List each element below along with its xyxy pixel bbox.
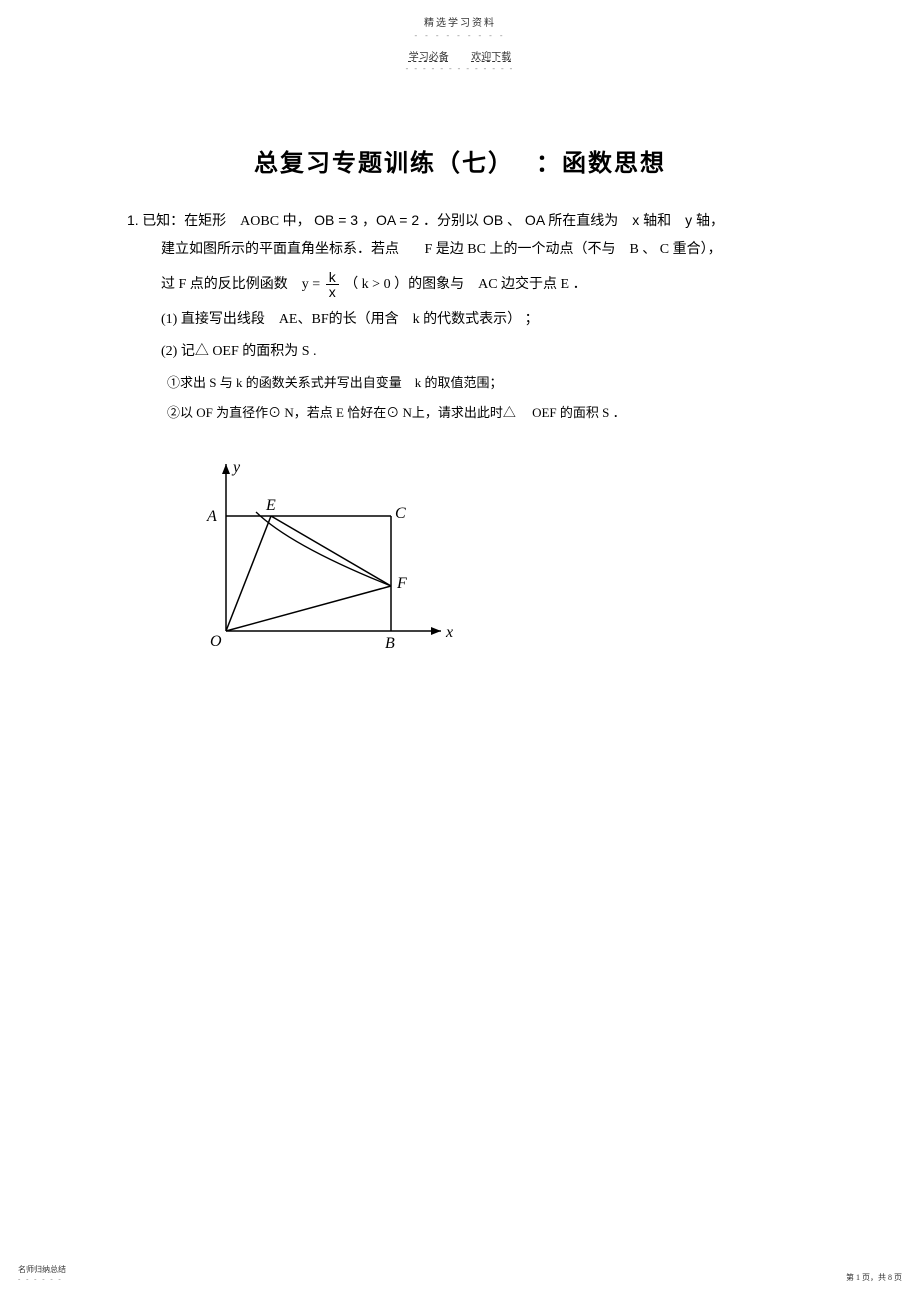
line-OE	[226, 516, 271, 631]
label-B: B	[385, 635, 395, 652]
coordinate-diagram: y x A E C F O B	[201, 456, 820, 677]
problem-line-2: 建立如图所示的平面直角坐标系．若点 F 是边 BC 上的一个动点（不与 B 、 …	[161, 236, 820, 264]
label-y: y	[231, 459, 241, 476]
header-sub-left: 学习必备	[409, 52, 449, 63]
line-OF	[226, 586, 391, 631]
question-2: (2) 记△ OEF 的面积为 S .	[161, 338, 820, 366]
question-1: (1) 直接写出线段 AE、BF的长（用含 k 的代数式表示） ；	[161, 306, 820, 334]
fraction-denominator: x	[326, 285, 339, 299]
header-top-label: 精选学习资料	[0, 14, 920, 29]
label-O: O	[210, 633, 222, 650]
question-2-2: ②以 OF 为直径作⊙ N，若点 E 恰好在⊙ N上，请求出此时△ OEF 的面…	[167, 400, 820, 426]
problem-number: 1.	[127, 212, 139, 228]
y-axis-arrow	[222, 464, 230, 474]
x-axis-arrow	[431, 627, 441, 635]
label-F: F	[396, 575, 407, 592]
footer-left-dots: - - - - - -	[18, 1275, 66, 1283]
diagram-svg: y x A E C F O B	[201, 456, 461, 666]
line3a: 过 F 点的反比例函数 y =	[161, 277, 320, 292]
footer-right: 第 1 页，共 8 页	[846, 1272, 902, 1283]
page-title: 总复习专题训练（七） ：函数思想	[0, 143, 920, 178]
header-dashes-2: - - - - - - - - - - - - -	[0, 64, 920, 73]
header-sub: 学习必备 欢迎下载	[0, 48, 920, 63]
label-A: A	[206, 508, 217, 525]
label-E: E	[265, 497, 276, 514]
fraction-numerator: k	[326, 270, 339, 285]
line2b: F 是边 BC 上的一个动点（不与 B 、 C 重合），	[425, 242, 722, 257]
line3b: （ k > 0 ）的图象与 AC 边交于点 E ．	[344, 277, 586, 292]
problem-line-3: 过 F 点的反比例函数 y = k x （ k > 0 ）的图象与 AC 边交于…	[161, 268, 820, 302]
label-x: x	[445, 624, 453, 641]
header-dashes-1: - - - - - - - - -	[0, 31, 920, 40]
header-sub-right: 欢迎下载	[471, 52, 511, 63]
problem-body: 建立如图所示的平面直角坐标系．若点 F 是边 BC 上的一个动点（不与 B 、 …	[161, 236, 820, 677]
footer-left: 名师归纳总结 - - - - - -	[18, 1264, 66, 1283]
line-EF	[271, 516, 391, 586]
page-header: 精选学习资料 - - - - - - - - - 学习必备 欢迎下载 - - -…	[0, 0, 920, 73]
line1b: OB = 3 ，OA = 2 ．分别以 OB 、 OA 所在直线为 x 轴和 y…	[314, 212, 724, 228]
fraction-k-over-x: k x	[326, 270, 339, 299]
line2a: 建立如图所示的平面直角坐标系．若点	[161, 242, 399, 257]
label-C: C	[395, 505, 406, 522]
question-2-1: ①求出 S 与 k 的函数关系式并写出自变量 k 的取值范围；	[167, 370, 820, 396]
problem-content: 1. 已知：在矩形 AOBC 中， OB = 3 ，OA = 2 ．分别以 OB…	[135, 206, 820, 677]
line1a: 已知：在矩形 AOBC 中，	[142, 214, 310, 229]
footer-left-text: 名师归纳总结	[18, 1264, 66, 1275]
problem-line-1: 1. 已知：在矩形 AOBC 中， OB = 3 ，OA = 2 ．分别以 OB…	[135, 206, 820, 236]
